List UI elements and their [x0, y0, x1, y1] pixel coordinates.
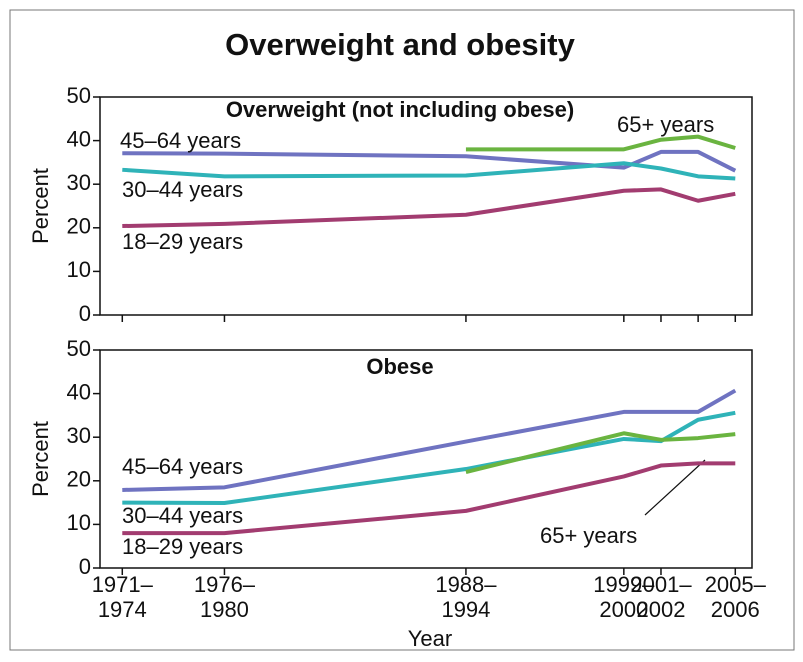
series-line [465, 431, 736, 475]
series-line [122, 388, 737, 492]
y-tick-label: 50 [67, 336, 91, 361]
x-tick-label: 2001– 2002 [630, 572, 692, 622]
series-label: 45–64 years [122, 454, 243, 479]
y-tick-label: 40 [67, 379, 91, 404]
x-tick-label-line: 2006 [711, 597, 760, 622]
leader-line [644, 459, 706, 516]
x-tick-label: 1971– 1974 [92, 572, 154, 622]
series-line [122, 410, 736, 506]
x-tick-label: 2005– 2006 [705, 572, 767, 622]
series-label: 30–44 years [122, 177, 243, 202]
y-tick-label: 50 [67, 83, 91, 108]
x-tick-label-line: 2000 [599, 597, 648, 622]
x-tick-label-line: 1976– [194, 572, 256, 597]
chart-title: Overweight and obesity [225, 27, 575, 62]
x-tick-label-line: 2001– [630, 572, 692, 597]
series-line [465, 134, 736, 152]
y-tick-label: 20 [67, 214, 91, 239]
series-line [122, 461, 736, 536]
panel-subtitle: Obese [366, 354, 433, 379]
x-axis-label: Year [408, 626, 452, 651]
series-line [122, 149, 737, 173]
series-line [122, 187, 736, 229]
series-label: 18–29 years [122, 534, 243, 559]
series-line [122, 161, 736, 181]
series-label: 18–29 years [122, 229, 243, 254]
x-tick-label-line: 2005– [705, 572, 767, 597]
x-tick-label-line: 1994 [441, 597, 490, 622]
series-label: 30–44 years [122, 503, 243, 528]
series-label: 65+ years [540, 523, 637, 548]
y-tick-label: 30 [67, 170, 91, 195]
y-tick-label: 10 [67, 510, 91, 535]
series-label: 45–64 years [120, 128, 241, 153]
x-tick-label-line: 1980 [200, 597, 249, 622]
x-tick-label-line: 1999– [593, 572, 655, 597]
y-axis-label: Percent [28, 421, 53, 497]
panel-subtitle: Overweight (not including obese) [226, 97, 574, 122]
y-tick-label: 30 [67, 423, 91, 448]
plot-frame [99, 349, 753, 569]
x-tick-label: 1988– 1994 [435, 572, 497, 622]
x-tick-label-line: 1971– [92, 572, 154, 597]
y-tick-label: 0 [79, 554, 91, 579]
x-tick-label-line: 1988– [435, 572, 497, 597]
x-tick-label-line: 1974 [98, 597, 147, 622]
y-axis-label: Percent [28, 168, 53, 244]
x-tick-label-line: 2002 [637, 597, 686, 622]
frame [9, 9, 795, 651]
series-label: 65+ years [617, 112, 714, 137]
x-tick-label: 1976– 1980 [194, 572, 256, 622]
plot-frame [99, 96, 753, 316]
y-tick-label: 0 [79, 301, 91, 326]
y-tick-label: 20 [67, 467, 91, 492]
y-tick-label: 10 [67, 257, 91, 282]
x-tick-label: 1999– 2000 [593, 572, 655, 622]
y-tick-label: 40 [67, 126, 91, 151]
